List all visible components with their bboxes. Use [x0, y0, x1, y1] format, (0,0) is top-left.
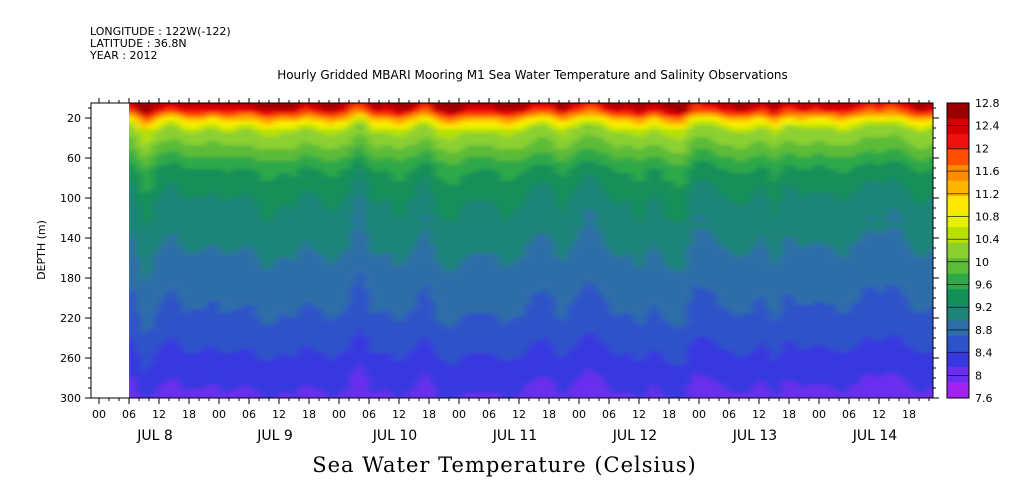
colorbar-label: 12.4	[975, 120, 1000, 133]
x-day-label: JUL 11	[492, 428, 537, 444]
chart-title: Hourly Gridded MBARI Mooring M1 Sea Wate…	[277, 68, 788, 82]
x-day-label: JUL 10	[372, 428, 417, 444]
colorbar-label: 7.6	[975, 392, 993, 405]
x-hour-label: 00	[572, 408, 586, 421]
colorbar-swatch	[947, 103, 969, 120]
colorbar-swatch	[947, 196, 969, 213]
x-hour-label: 00	[812, 408, 826, 421]
colorbar-label: 8.4	[975, 347, 993, 360]
x-axis: 00 06 12 18 00 06 12 18 00 06 12 18 00 06 12 18 00 06 12 18…	[92, 98, 930, 444]
x-day-label: JUL 12	[612, 428, 657, 444]
colorbar-swatch	[947, 320, 969, 337]
colorbar-swatch	[947, 227, 969, 244]
colorbar-swatch	[947, 351, 969, 368]
colorbar-label: 11.6	[975, 165, 1000, 178]
x-hour-label: 06	[122, 408, 136, 421]
colorbar-swatch	[947, 366, 969, 383]
colorbar-swatch	[947, 335, 969, 352]
x-hour-label: 18	[182, 408, 196, 421]
colorbar-label: 8.8	[975, 324, 993, 337]
colorbar-swatch	[947, 165, 969, 182]
colorbar-label: 10	[975, 256, 989, 269]
y-tick-label: 140	[60, 232, 81, 245]
x-hour-label: 18	[302, 408, 316, 421]
x-hour-label: 12	[152, 408, 166, 421]
colorbar-swatch	[947, 289, 969, 306]
y-tick-label: 260	[60, 352, 81, 365]
colorbar-swatch	[947, 304, 969, 321]
x-day-label: JUL 8	[136, 428, 173, 444]
colorbar-swatch	[947, 258, 969, 275]
x-hour-label: 06	[602, 408, 616, 421]
y-axis: 20 60 100 140 180 220 260 300	[60, 107, 939, 405]
colorbar-label: 8	[975, 369, 982, 382]
colorbar-swatch	[947, 134, 969, 151]
year-label: YEAR : 2012	[90, 49, 158, 62]
x-hour-label: 06	[842, 408, 856, 421]
x-hour-label: 12	[512, 408, 526, 421]
x-axis-title: Sea Water Temperature (Celsius)	[312, 453, 697, 477]
x-hour-label: 00	[692, 408, 706, 421]
y-tick-label: 180	[60, 272, 81, 285]
colorbar-swatch	[947, 149, 969, 166]
colorbar-swatch	[947, 382, 969, 399]
colorbar-label: 11.2	[975, 188, 1000, 201]
colorbar-label: 9.6	[975, 279, 993, 292]
y-axis-title: DEPTH (m)	[35, 220, 48, 280]
x-hour-label: 18	[542, 408, 556, 421]
colorbar-swatch	[947, 242, 969, 259]
colorbar-label: 9.2	[975, 301, 993, 314]
temperature-cells	[129, 103, 933, 398]
x-hour-label: 12	[272, 408, 286, 421]
colorbar-swatch	[947, 180, 969, 197]
colorbar-label: 12.8	[975, 97, 1000, 110]
x-hour-label: 00	[332, 408, 346, 421]
x-day-label: JUL 9	[256, 428, 293, 444]
x-hour-label: 06	[242, 408, 256, 421]
colorbar-label: 12	[975, 142, 989, 155]
x-day-label: JUL 14	[852, 428, 898, 444]
x-hour-label: 12	[392, 408, 406, 421]
x-hour-label: 12	[752, 408, 766, 421]
x-hour-label: 12	[872, 408, 886, 421]
x-hour-label: 00	[212, 408, 226, 421]
x-hour-label: 18	[902, 408, 916, 421]
longitude-label: LONGITUDE : 122W(-122)	[90, 25, 231, 38]
x-hour-label: 18	[782, 408, 796, 421]
y-tick-label: 300	[60, 392, 81, 405]
latitude-label: LATITUDE : 36.8N	[90, 37, 187, 50]
y-tick-label: 60	[67, 152, 81, 165]
colorbar-label: 10.8	[975, 210, 1000, 223]
x-hour-label: 12	[632, 408, 646, 421]
y-tick-label: 220	[60, 312, 81, 325]
x-hour-label: 00	[92, 408, 106, 421]
x-hour-label: 06	[722, 408, 736, 421]
y-tick-label: 20	[67, 112, 81, 125]
x-hour-label: 06	[482, 408, 496, 421]
x-day-label: JUL 13	[732, 428, 777, 444]
x-hour-label: 18	[662, 408, 676, 421]
temperature-field	[129, 103, 933, 398]
x-hour-label: 00	[452, 408, 466, 421]
plot-frame	[90, 102, 934, 399]
colorbar-swatch	[947, 211, 969, 228]
y-tick-label: 100	[60, 192, 81, 205]
colorbar-swatch	[947, 118, 969, 135]
x-hour-label: 18	[422, 408, 436, 421]
colorbar: 12.8 12.4 12 11.6 11.2 10.8 10.4 10 9.6 9.2 8.8 8.4…	[946, 97, 1000, 405]
x-hour-label: 06	[362, 408, 376, 421]
colorbar-label: 10.4	[975, 233, 1000, 246]
colorbar-swatch	[947, 273, 969, 290]
